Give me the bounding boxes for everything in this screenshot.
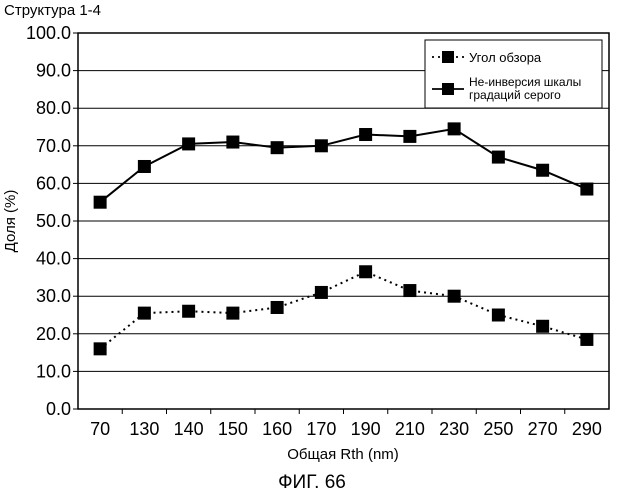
x-tick-label: 170 (306, 419, 336, 439)
data-point (94, 196, 107, 209)
legend-label: градаций серого (469, 88, 561, 102)
x-tick-label: 250 (483, 419, 513, 439)
data-point (403, 284, 416, 297)
legend-label: Не-инверсия шкалы (469, 75, 581, 89)
x-tick-label: 210 (395, 419, 425, 439)
series-line-1 (100, 129, 587, 202)
x-tick-label: 190 (351, 419, 381, 439)
data-point (448, 290, 461, 303)
x-tick-label: 160 (262, 419, 292, 439)
data-point (492, 151, 505, 164)
y-tick-label: 40.0 (36, 249, 71, 269)
data-point (271, 301, 284, 314)
data-point (580, 333, 593, 346)
series-group (94, 122, 594, 355)
figure-caption: ФИГ. 66 (0, 472, 624, 494)
y-tick-label: 10.0 (36, 361, 71, 381)
data-point (359, 265, 372, 278)
line-chart: 0.0 10.0 20.0 30.0 40.0 50.0 60.0 70.0 80.0 90.0 1… (0, 0, 624, 470)
x-tick-label: 70 (90, 419, 110, 439)
legend-marker-1 (442, 83, 454, 95)
y-tick-label: 90.0 (36, 61, 71, 81)
data-point (94, 342, 107, 355)
data-point (536, 164, 549, 177)
x-tick-label: 130 (129, 419, 159, 439)
data-point (359, 128, 372, 141)
x-tick-label: 140 (174, 419, 204, 439)
legend-label: Угол обзора (469, 50, 542, 65)
y-tick-labels: 0.0 10.0 20.0 30.0 40.0 50.0 60.0 70.0 80.0 90.0 1… (26, 23, 71, 419)
legend: Угол обзора Не-инверсия шкалыградаций сер… (425, 40, 602, 108)
data-point (580, 183, 593, 196)
y-tick-label: 100.0 (26, 23, 71, 43)
data-point (315, 139, 328, 152)
y-tick-label: 60.0 (36, 173, 71, 193)
x-tick-label: 150 (218, 419, 248, 439)
data-point (403, 130, 416, 143)
y-tick-label: 70.0 (36, 136, 71, 156)
data-point (226, 307, 239, 320)
y-tick-label: 50.0 (36, 211, 71, 231)
y-axis-title: Доля (%) (2, 190, 19, 253)
data-point (536, 320, 549, 333)
data-point (182, 305, 195, 318)
y-tick-label: 80.0 (36, 98, 71, 118)
y-tick-label: 30.0 (36, 286, 71, 306)
data-point (492, 309, 505, 322)
x-axis-title: Общая Rth (nm) (287, 446, 399, 463)
data-point (182, 137, 195, 150)
series-line-0 (100, 272, 587, 349)
x-tick-labels: 70 130 140 150 160 170 190 210 230 250 270 290 (90, 419, 602, 439)
x-tick-label: 270 (528, 419, 558, 439)
data-point (271, 141, 284, 154)
x-tick-label: 230 (439, 419, 469, 439)
x-tick-label: 290 (572, 419, 602, 439)
legend-marker-0 (442, 51, 454, 63)
data-point (315, 286, 328, 299)
data-point (226, 136, 239, 149)
data-point (448, 122, 461, 135)
data-point (138, 307, 151, 320)
data-point (138, 160, 151, 173)
y-tick-label: 20.0 (36, 324, 71, 344)
y-tick-label: 0.0 (46, 399, 71, 419)
